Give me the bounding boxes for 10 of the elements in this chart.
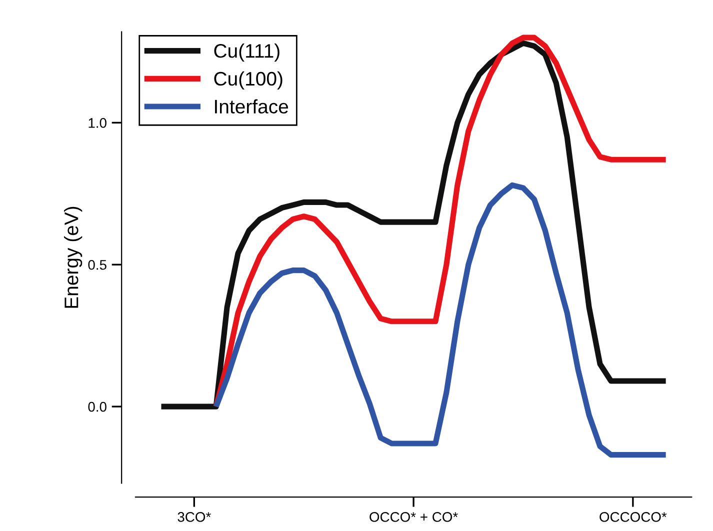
y-axis-title: Energy (eV) [64,206,82,308]
x-tick-label: OCCOCO* [600,512,667,522]
legend-label: Cu(111) [214,44,280,62]
legend-label: Cu(100) [214,71,282,90]
x-tick-label: OCCO* + CO* [370,512,458,522]
legend-label: Interface [215,99,288,114]
y-tick-label: 0.0 [88,402,106,412]
y-tick-label: 1.0 [88,118,106,128]
x-tick-label: 3CO* [178,512,211,522]
y-tick-label: 0.5 [88,260,106,270]
